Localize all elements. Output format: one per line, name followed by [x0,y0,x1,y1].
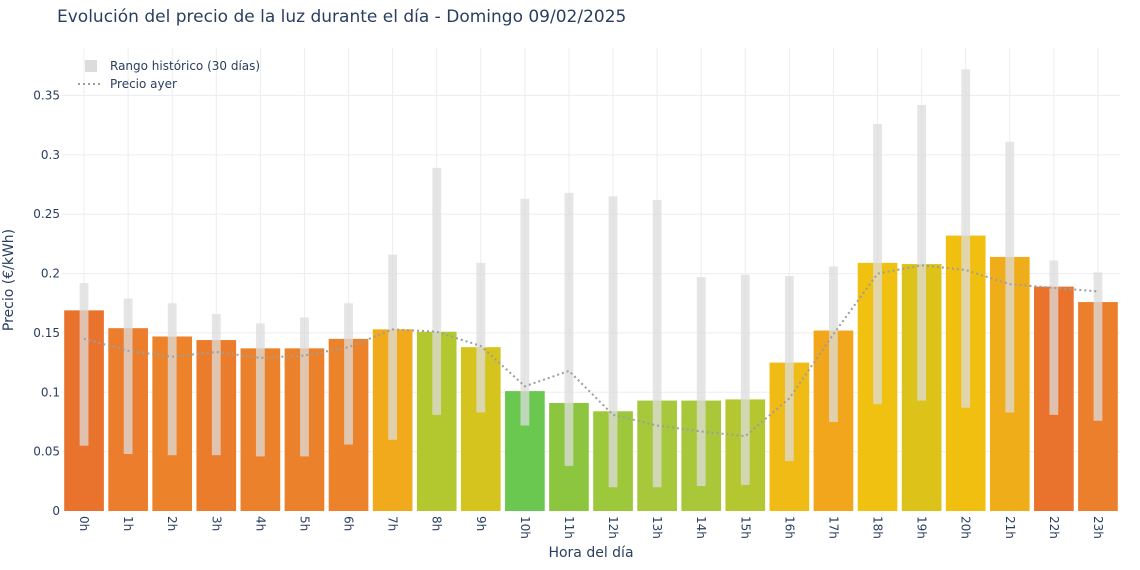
legend-range-label: Rango histórico (30 días) [110,59,260,73]
x-tick-label: 17h [826,516,840,539]
y-tick-label: 0.1 [41,385,60,399]
y-tick-label: 0.3 [41,148,60,162]
x-tick-label: 10h [518,516,532,539]
range-bar-13h [652,199,662,488]
range-bar-11h [564,192,574,466]
range-bar-0h [79,283,89,446]
y-axis-ticks: 0 0.05 0.1 0.15 0.2 0.25 0.3 0.35 [33,88,60,518]
x-tick-label: 3h [209,516,223,531]
x-axis-ticks: 0h 1h 2h 3h 4h 5h 6h 7h 8h 9h 10h 11h 12h 13h 14h 15h 16… [77,516,1105,539]
yesterday-price-line [83,264,1099,438]
range-bar-8h [432,167,442,415]
chart-title: Evolución del precio de la luz durante e… [57,7,627,27]
y-tick-label: 0.05 [33,445,60,459]
range-bar-10h [520,198,530,426]
x-tick-label: 12h [606,516,620,539]
x-tick-label: 9h [474,516,488,531]
range-bar-17h [829,266,838,422]
x-tick-label: 20h [959,516,973,539]
x-tick-label: 23h [1091,516,1105,539]
legend-range-swatch [85,60,97,72]
x-tick-label: 1h [121,516,135,531]
range-bar-4h [255,323,265,457]
range-bar-23h [1093,272,1103,421]
y-tick-label: 0.25 [33,207,60,221]
x-tick-label: 22h [1047,516,1061,539]
range-bar-14h [696,277,706,487]
x-tick-label: 8h [430,516,444,531]
legend: Rango histórico (30 días) Precio ayer [78,59,260,91]
range-bar-18h [873,123,882,405]
x-tick-label: 5h [297,516,311,531]
x-tick-label: 16h [782,516,796,539]
x-tick-label: 14h [694,516,708,539]
range-bar-2h [167,303,177,456]
range-bar-3h [211,313,221,456]
range-bar-21h [1005,141,1015,413]
bars-layer [64,235,1118,512]
range-bar-20h [961,69,971,408]
x-tick-label: 11h [562,516,576,539]
x-tick-label: 0h [77,516,91,531]
x-tick-label: 13h [650,516,664,539]
x-tick-label: 7h [386,516,400,531]
x-tick-label: 2h [165,516,179,531]
x-axis-label: Hora del día [548,545,633,561]
x-tick-label: 19h [915,516,929,539]
y-tick-label: 0.15 [33,326,60,340]
x-tick-label: 18h [871,516,885,539]
range-bar-9h [476,262,486,413]
x-tick-label: 15h [738,516,752,539]
range-bar-15h [740,274,750,485]
range-bar-19h [917,104,927,401]
legend-yesterday-label: Precio ayer [110,77,177,91]
y-axis-label: Precio (€/kWh) [1,229,17,331]
range-bar-1h [123,298,133,455]
x-tick-label: 4h [253,516,267,531]
range-bar-16h [784,275,794,462]
historic-range-layer [79,69,1103,488]
x-tick-label: 21h [1003,516,1017,539]
y-tick-label: 0.2 [41,267,60,281]
range-bar-22h [1049,260,1059,415]
y-tick-label: 0.35 [33,88,60,102]
x-tick-label: 6h [342,516,356,531]
range-bar-12h [608,196,618,488]
range-bar-6h [344,303,353,445]
y-tick-label: 0 [52,504,60,518]
range-bar-5h [300,317,309,457]
range-bar-7h [388,254,398,440]
